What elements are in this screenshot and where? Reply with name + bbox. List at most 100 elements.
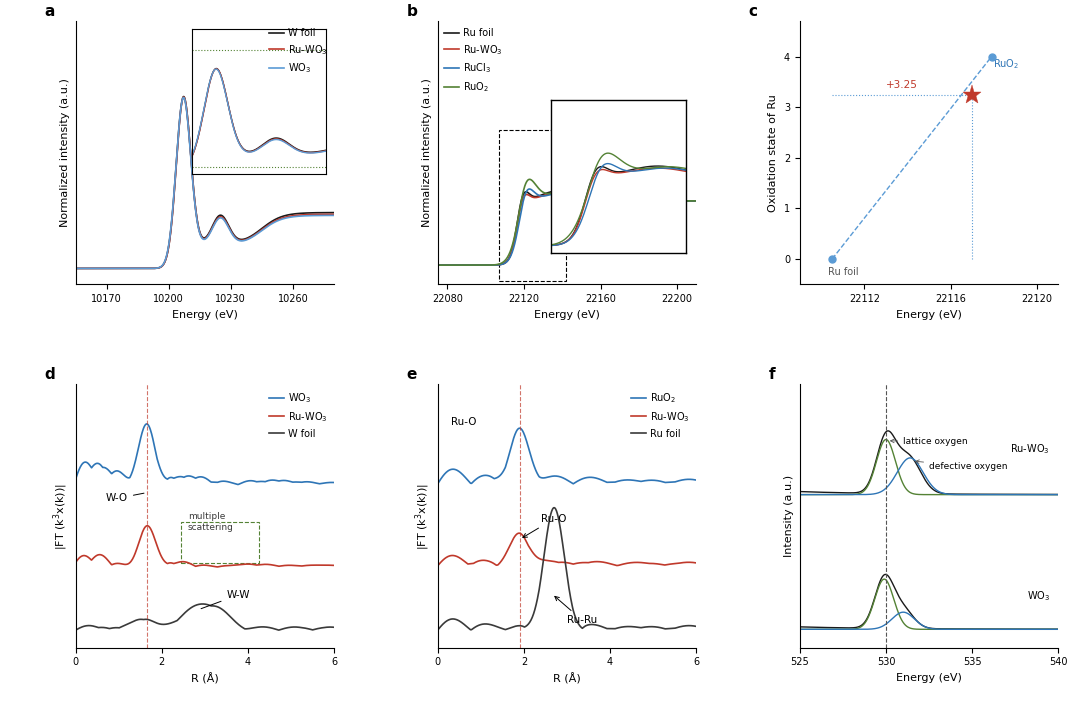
Text: lattice oxygen: lattice oxygen (891, 437, 968, 446)
Ru foil (549, 504, 562, 513)
Bar (181, 522, 259, 563)
Ru foil (584, 620, 597, 629)
Ru-WO$_3$ (513, 529, 526, 537)
WO$_3$ (243, 477, 256, 485)
Ru-WO$_3$ (584, 558, 597, 567)
Line: RuO$_2$: RuO$_2$ (437, 180, 697, 265)
Ru foil (596, 196, 609, 205)
Ru-WO$_3$ (327, 210, 340, 218)
Ru foil (582, 196, 595, 204)
RuCl$_3$ (589, 196, 602, 205)
X-axis label: R (Å): R (Å) (191, 673, 219, 684)
X-axis label: Energy (eV): Energy (eV) (896, 673, 962, 683)
W foil (327, 623, 340, 631)
Ru foil (605, 624, 618, 633)
Line: Ru foil: Ru foil (437, 508, 697, 630)
RuCl$_3$ (596, 196, 609, 205)
W foil (187, 179, 200, 187)
Ru-WO$_3$ (69, 558, 82, 567)
Ru-WO$_3$ (627, 196, 640, 205)
Ru-WO$_3$ (136, 264, 149, 272)
Ru-WO$_3$ (222, 222, 235, 231)
W foil (136, 264, 149, 272)
Y-axis label: Normalized intensity (a.u.): Normalized intensity (a.u.) (422, 78, 432, 227)
WO$_3$ (136, 429, 149, 437)
RuO$_2$ (626, 476, 639, 484)
Text: WO$_3$: WO$_3$ (1027, 589, 1050, 603)
W foil (327, 208, 340, 217)
Ru-WO$_3$ (265, 560, 278, 569)
Text: f: f (769, 367, 775, 382)
W foil (222, 610, 235, 619)
RuO$_2$ (589, 196, 602, 204)
WO$_3$ (242, 234, 255, 243)
WO$_3$ (69, 264, 82, 272)
X-axis label: R (Å): R (Å) (553, 673, 581, 684)
X-axis label: Energy (eV): Energy (eV) (172, 310, 238, 320)
WO$_3$ (327, 478, 340, 486)
Line: RuCl$_3$: RuCl$_3$ (437, 189, 697, 265)
Ru-WO$_3$ (477, 556, 490, 565)
Ru-WO$_3$ (589, 196, 602, 205)
Ru-WO$_3$ (498, 553, 511, 561)
Ru-WO$_3$ (242, 234, 255, 243)
Y-axis label: Normalized intensity (a.u.): Normalized intensity (a.u.) (60, 78, 70, 227)
Text: +3.25: +3.25 (886, 80, 918, 90)
X-axis label: Energy (eV): Energy (eV) (896, 310, 962, 320)
WO$_3$ (114, 469, 127, 477)
RuO$_2$ (498, 465, 511, 474)
Ru foil (498, 625, 511, 634)
RuCl$_3$ (431, 261, 444, 270)
Text: Ru-O: Ru-O (450, 417, 476, 427)
Ru-WO$_3$ (177, 93, 190, 101)
Ru-WO$_3$ (265, 219, 278, 227)
Ru-WO$_3$ (114, 264, 127, 272)
Text: Ru-WO$_3$: Ru-WO$_3$ (1010, 442, 1050, 455)
Ru foil (654, 196, 667, 205)
Ru-WO$_3$ (187, 179, 200, 187)
Ru-WO$_3$ (690, 196, 703, 205)
Ru-WO$_3$ (187, 561, 200, 570)
Ru-WO$_3$ (327, 561, 340, 570)
Ru-WO$_3$ (431, 261, 444, 270)
W foil (265, 624, 278, 632)
Ru-WO$_3$ (431, 562, 444, 570)
RuO$_2$ (582, 194, 595, 203)
WO$_3$ (136, 264, 149, 272)
Text: d: d (44, 367, 55, 382)
Ru foil (431, 261, 444, 270)
WO$_3$ (187, 473, 200, 482)
X-axis label: Energy (eV): Energy (eV) (535, 310, 599, 320)
RuCl$_3$ (447, 261, 460, 270)
WO$_3$ (69, 475, 82, 484)
RuO$_2$ (690, 196, 703, 205)
Text: W-W: W-W (201, 590, 249, 609)
RuCl$_3$ (523, 184, 536, 193)
RuO$_2$ (605, 478, 618, 486)
Y-axis label: Intensity (a.u.): Intensity (a.u.) (784, 475, 794, 557)
Ru-WO$_3$ (605, 560, 618, 568)
Y-axis label: Oxidation state of Ru: Oxidation state of Ru (768, 94, 779, 212)
Point (823, 253, 840, 265)
Ru-WO$_3$ (243, 560, 256, 568)
Ru-WO$_3$ (212, 562, 225, 571)
Legend: RuO$_2$, Ru-WO$_3$, Ru foil: RuO$_2$, Ru-WO$_3$, Ru foil (630, 389, 691, 441)
WO$_3$ (140, 420, 153, 428)
Ru foil (548, 503, 561, 512)
Ru-WO$_3$ (447, 261, 460, 270)
Line: Ru-WO$_3$: Ru-WO$_3$ (76, 526, 334, 567)
RuO$_2$ (690, 476, 703, 484)
W foil (177, 92, 190, 101)
Text: Ru-Ru: Ru-Ru (555, 596, 597, 625)
Text: multiple
scattering: multiple scattering (188, 512, 233, 532)
RuO$_2$ (549, 472, 562, 480)
RuO$_2$ (654, 196, 667, 205)
Ru foil (690, 622, 703, 631)
RuO$_2$ (627, 196, 640, 205)
Ru-WO$_3$ (596, 196, 609, 205)
RuCl$_3$ (654, 196, 667, 205)
WO$_3$ (187, 181, 200, 189)
W foil (242, 624, 255, 633)
Line: Ru-WO$_3$: Ru-WO$_3$ (437, 533, 697, 566)
WO$_3$ (265, 220, 278, 229)
